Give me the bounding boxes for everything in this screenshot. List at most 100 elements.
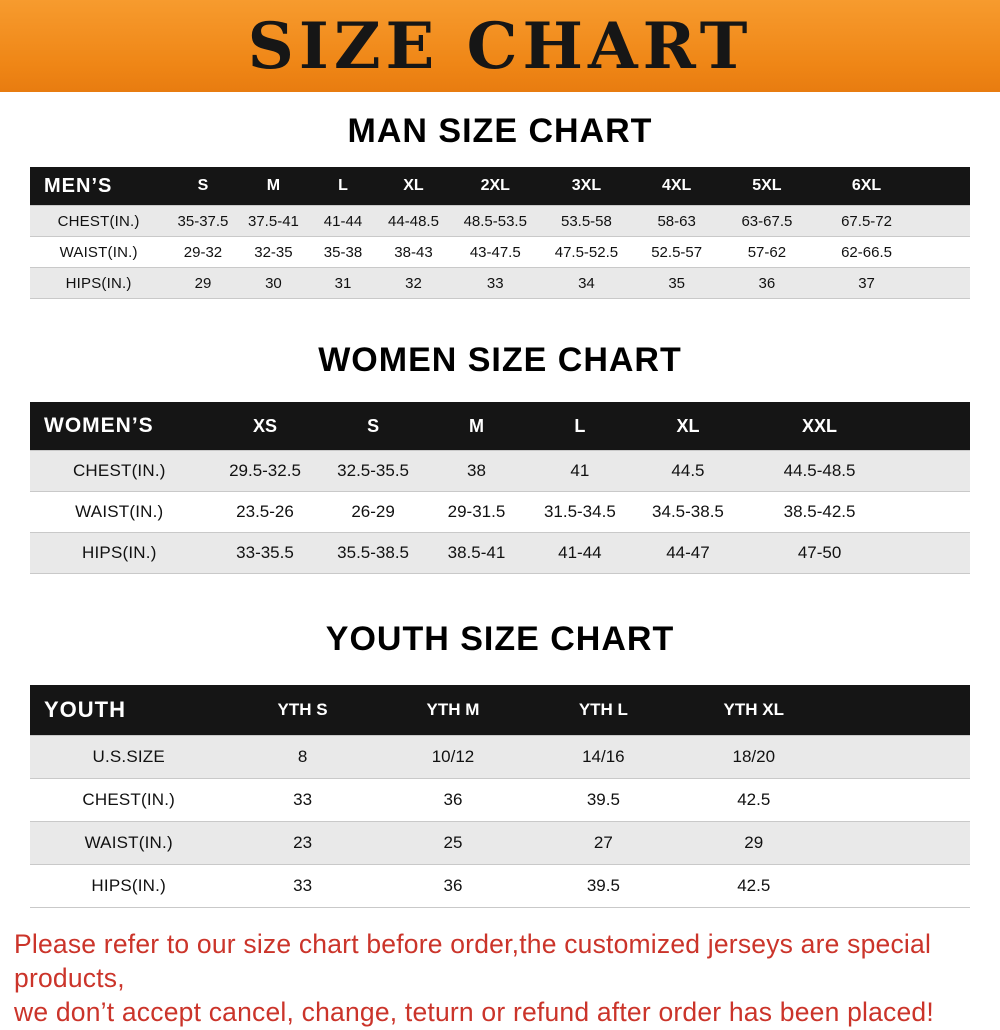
size-column-header: YTH S <box>227 685 378 736</box>
size-value-cell: 33-35.5 <box>236 543 294 562</box>
row-label: HIPS(IN.) <box>82 543 157 562</box>
size-value-cell: 34.5-38.5 <box>652 502 724 521</box>
size-value-cell: 31 <box>334 274 352 292</box>
size-value-cell: 36 <box>758 274 776 292</box>
man-size-table: MEN’S S M L XL 2XL 3XL 4XL 5XL 6XL CHEST(IN.) 35-37… <box>30 167 970 299</box>
size-value-cell: 14/16 <box>582 747 625 766</box>
table-corner-label: WOMEN’S <box>30 402 209 451</box>
table-corner-label: YOUTH <box>30 685 228 736</box>
size-value-cell: 38.5-42.5 <box>783 502 856 521</box>
size-value-cell: 41 <box>570 461 590 480</box>
filler-cell <box>895 451 970 492</box>
size-value-cell: 35.5-38.5 <box>337 543 409 562</box>
size-column-header: L <box>308 167 378 206</box>
filler-cell <box>895 533 970 574</box>
size-value-cell: 48.5-53.5 <box>463 212 527 230</box>
size-value-cell: 33 <box>293 876 313 895</box>
size-value-cell: 41-44 <box>323 212 363 230</box>
row-label: CHEST(IN.) <box>82 790 176 809</box>
size-column-header: L <box>528 402 632 451</box>
size-column-header: YTH M <box>377 685 529 736</box>
table-corner-label: MEN’S <box>30 167 168 206</box>
size-value-cell: 27 <box>593 833 613 852</box>
size-value-cell: 10/12 <box>431 747 475 766</box>
filler-cell <box>894 402 970 451</box>
size-value-cell: 35-37.5 <box>177 212 229 230</box>
filler-cell <box>921 237 970 268</box>
size-value-cell: 58-63 <box>657 212 696 230</box>
size-value-cell: 67.5-72 <box>841 212 892 230</box>
table-row: HIPS(IN.) 33 36 39.5 42.5 <box>30 864 970 908</box>
size-column-header: S <box>321 402 425 451</box>
row-label: WAIST(IN.) <box>84 833 173 852</box>
size-value-cell: 39.5 <box>586 876 620 895</box>
header-row: MEN’S S M L XL 2XL 3XL 4XL 5XL 6XL <box>30 167 970 206</box>
filler-cell <box>895 492 970 533</box>
size-value-cell: 29 <box>744 833 764 852</box>
size-column-header: S <box>167 167 239 206</box>
footer-disclaimer-line2: we don’t accept cancel, change, teturn o… <box>14 996 934 1027</box>
size-column-header: XS <box>208 402 322 451</box>
header-row: WOMEN’S XS S M L XL XXL <box>30 402 970 451</box>
footer-disclaimer: Please refer to our size chart before or… <box>14 928 988 1030</box>
header-row: YOUTH YTH S YTH M YTH L YTH XL <box>30 685 970 736</box>
size-value-cell: 23 <box>293 833 313 852</box>
size-value-cell: 25 <box>443 833 463 852</box>
filler-cell <box>921 167 970 206</box>
size-value-cell: 29-32 <box>183 243 223 261</box>
table-row: WAIST(IN.) 29-32 32-35 35-38 38-43 43-47.5 47.… <box>30 236 970 268</box>
women-size-table: WOMEN’S XS S M L XL XXL CHEST(IN.) 29.5-32.5 32.5… <box>30 402 970 574</box>
size-column-header: M <box>424 402 529 451</box>
banner-title: SIZE CHART <box>247 8 753 84</box>
filler-cell <box>829 822 970 865</box>
youth-size-chart-title: YOUTH SIZE CHART <box>325 620 675 658</box>
table-row: HIPS(IN.) 33-35.5 35.5-38.5 38.5-41 41-44 44-… <box>30 532 970 574</box>
size-value-cell: 29-31.5 <box>447 502 506 521</box>
row-label: WAIST(IN.) <box>75 502 164 521</box>
size-value-cell: 41-44 <box>558 543 602 562</box>
size-column-header: 5XL <box>721 167 813 206</box>
row-label: HIPS(IN.) <box>91 876 166 895</box>
row-label: HIPS(IN.) <box>65 274 132 292</box>
size-column-header: 2XL <box>449 167 542 206</box>
size-value-cell: 26-29 <box>351 502 395 521</box>
size-value-cell: 62-66.5 <box>841 243 892 261</box>
size-value-cell: 29 <box>194 274 212 292</box>
row-label: WAIST(IN.) <box>59 243 138 261</box>
row-label: CHEST(IN.) <box>72 461 166 480</box>
size-value-cell: 63-67.5 <box>741 212 793 230</box>
table-row: WAIST(IN.) 23.5-26 26-29 29-31.5 31.5-34.5 34… <box>30 491 970 533</box>
size-value-cell: 38 <box>467 461 486 480</box>
man-size-chart-title: MAN SIZE CHART <box>347 112 653 150</box>
size-chart-banner: SIZE CHART <box>0 0 1000 92</box>
table-row: HIPS(IN.) 29 30 31 32 33 34 35 36 37 <box>30 267 970 299</box>
size-column-header: 3XL <box>541 167 632 206</box>
size-value-cell: 8 <box>297 747 308 766</box>
size-value-cell: 23.5-26 <box>236 502 294 521</box>
size-value-cell: 42.5 <box>737 790 771 809</box>
filler-cell <box>829 736 970 779</box>
size-value-cell: 37.5-41 <box>248 212 299 230</box>
size-column-header: YTH XL <box>678 685 829 736</box>
size-value-cell: 52.5-57 <box>651 243 703 261</box>
table-row: CHEST(IN.) 33 36 39.5 42.5 <box>30 778 970 822</box>
size-value-cell: 32-35 <box>254 243 293 261</box>
size-value-cell: 37 <box>858 274 875 292</box>
size-value-cell: 47.5-52.5 <box>554 243 619 261</box>
size-value-cell: 57-62 <box>747 243 787 261</box>
size-value-cell: 33 <box>293 790 313 809</box>
size-column-header: XXL <box>744 402 895 451</box>
size-value-cell: 32.5-35.5 <box>337 461 409 480</box>
size-value-cell: 38-43 <box>394 243 433 261</box>
youth-size-table: YOUTH YTH S YTH M YTH L YTH XL U.S.SIZE 8 10/12… <box>30 685 970 908</box>
filler-cell <box>921 206 970 237</box>
size-value-cell: 53.5-58 <box>560 212 612 230</box>
size-value-cell: 38.5-41 <box>447 543 506 562</box>
size-column-header: M <box>238 167 309 206</box>
row-label: U.S.SIZE <box>92 747 165 766</box>
size-column-header: 6XL <box>812 167 922 206</box>
size-value-cell: 33 <box>486 274 504 292</box>
size-value-cell: 35-38 <box>323 243 363 261</box>
size-value-cell: 39.5 <box>586 790 620 809</box>
filler-cell <box>828 685 970 736</box>
